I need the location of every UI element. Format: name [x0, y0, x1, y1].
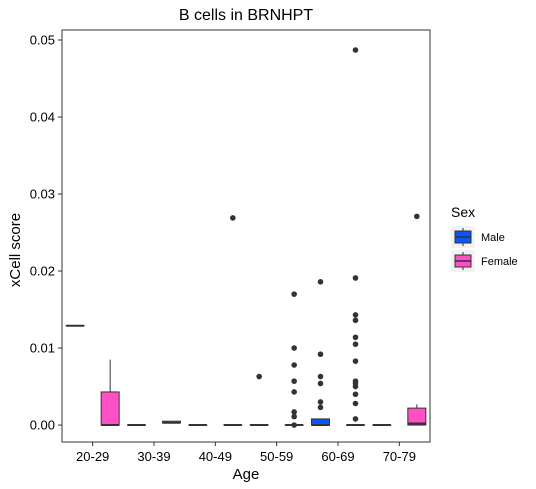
box-female-20-29: [100, 359, 120, 427]
x-tick-label: 50-59: [260, 449, 293, 464]
outlier-point: [352, 341, 359, 347]
y-tick-label: 0.01: [30, 341, 55, 356]
outlier-point: [352, 416, 359, 422]
box-male-50-59: [249, 373, 269, 427]
outlier-point: [291, 291, 297, 297]
outlier-point: [291, 422, 297, 428]
y-axis: 0.00 0.01 0.02 0.03 0.04 0.05: [30, 33, 62, 433]
box-body: [407, 407, 427, 426]
outlier-point: [256, 373, 262, 380]
outlier-point: [291, 413, 297, 420]
y-tick-label: 0.03: [30, 187, 55, 202]
outlier-point: [317, 380, 324, 387]
y-tick-label: 0.02: [30, 264, 55, 279]
x-axis: 20-29 30-39 40-49 50-59 60-69 70-79: [76, 442, 416, 464]
box-female-30-39: [162, 420, 181, 424]
x-tick-label: 20-29: [76, 449, 109, 464]
legend-key-female: [451, 250, 475, 272]
legend-label: Female: [481, 256, 518, 268]
box-female-50-59: [284, 291, 304, 428]
x-tick-label: 40-49: [199, 449, 232, 464]
outlier-point: [352, 317, 359, 324]
outlier-point: [352, 400, 359, 407]
outlier-point: [352, 275, 359, 281]
box-female-40-49: [223, 215, 243, 427]
outlier-point: [317, 279, 324, 285]
outlier-point: [352, 334, 359, 341]
y-tick-label: 0.00: [30, 418, 55, 433]
box-female-60-69: [346, 47, 365, 427]
x-axis-title: Age: [233, 466, 260, 483]
y-axis-title: xCell score: [7, 213, 24, 287]
outlier-point: [317, 373, 324, 380]
outlier-point: [352, 358, 359, 364]
legend-label: Male: [481, 232, 505, 244]
boxplot-marks: [65, 47, 427, 428]
plot-panel: [61, 29, 431, 443]
outlier-point: [230, 215, 236, 221]
outlier-point: [317, 351, 324, 358]
outlier-point: [317, 399, 324, 405]
legend-key-male: [451, 226, 475, 248]
outlier-point: [414, 213, 420, 220]
x-tick-label: 60-69: [321, 449, 354, 464]
outlier-point: [291, 389, 297, 395]
legend: Sex Male Female: [451, 204, 518, 272]
legend-title: Sex: [451, 204, 475, 220]
chart-title: B cells in BRNHPT: [179, 7, 313, 24]
outlier-point: [352, 47, 359, 53]
x-tick-label: 70-79: [383, 449, 416, 464]
outlier-point: [291, 378, 297, 384]
y-tick-label: 0.04: [30, 110, 55, 125]
outlier-point: [352, 391, 359, 398]
outlier-point: [352, 312, 359, 318]
outlier-point: [352, 383, 359, 390]
box-female-70-79: [407, 213, 427, 426]
outlier-point: [291, 409, 297, 415]
x-tick-label: 30-39: [137, 449, 170, 464]
y-tick-label: 0.05: [30, 33, 55, 48]
outlier-point: [317, 404, 324, 411]
outlier-point: [291, 362, 297, 368]
box-male-60-69: [311, 279, 330, 427]
outlier-point: [291, 345, 297, 351]
box-body: [100, 391, 120, 426]
